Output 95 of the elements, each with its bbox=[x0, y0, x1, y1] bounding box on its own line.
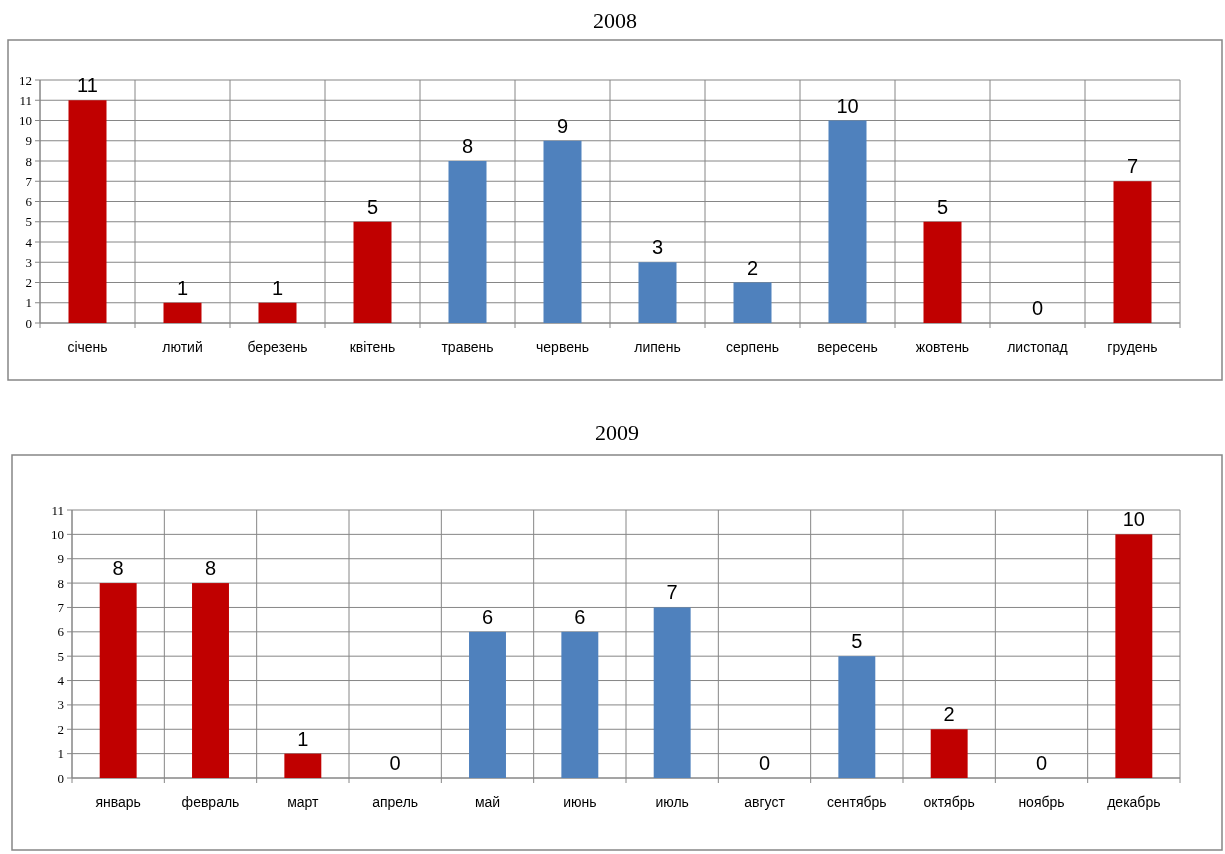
bar bbox=[284, 753, 322, 778]
bar bbox=[923, 221, 962, 323]
data-label: 0 bbox=[389, 752, 401, 774]
data-label: 6 bbox=[481, 605, 494, 628]
x-tick-label: лютий bbox=[162, 339, 203, 355]
y-tick-label: 4 bbox=[25, 234, 33, 250]
x-tick-label: квітень bbox=[349, 339, 396, 355]
bar bbox=[828, 120, 867, 323]
y-tick-label: 7 bbox=[57, 600, 65, 615]
y-tick-label: 1 bbox=[57, 746, 64, 762]
data-label: 7 bbox=[666, 581, 678, 604]
y-tick-label: 9 bbox=[25, 133, 32, 149]
y-tick-label: 11 bbox=[51, 502, 64, 518]
data-label: 10 bbox=[1122, 508, 1145, 531]
chart-title: 2009 bbox=[595, 420, 639, 445]
data-label: 0 bbox=[1035, 752, 1048, 774]
bar bbox=[838, 656, 876, 778]
bar bbox=[469, 631, 506, 778]
y-tick-label: 7 bbox=[25, 173, 33, 189]
y-tick-label: 3 bbox=[57, 697, 64, 713]
x-tick-label: січень bbox=[67, 339, 108, 355]
data-label: 7 bbox=[1126, 155, 1139, 178]
y-tick-label: 1 bbox=[25, 295, 32, 311]
data-label: 0 bbox=[1031, 297, 1044, 319]
bar bbox=[448, 161, 487, 323]
y-tick-label: 0 bbox=[25, 315, 32, 331]
y-tick-label: 5 bbox=[25, 214, 32, 230]
bar bbox=[353, 221, 392, 323]
x-tick-label: сентябрь bbox=[827, 794, 887, 810]
bar bbox=[68, 100, 107, 323]
data-label: 11 bbox=[77, 74, 98, 97]
bar bbox=[99, 583, 137, 778]
data-label: 2 bbox=[746, 256, 759, 279]
x-tick-label: апрель bbox=[372, 794, 419, 810]
data-label: 1 bbox=[297, 727, 309, 750]
x-tick-label: декабрь bbox=[1107, 794, 1161, 810]
y-tick-label: 12 bbox=[19, 72, 32, 88]
data-label: 5 bbox=[851, 630, 863, 653]
bar bbox=[638, 262, 677, 323]
y-tick-label: 4 bbox=[57, 673, 65, 689]
x-tick-label: березень bbox=[247, 339, 308, 355]
data-label: 5 bbox=[366, 195, 379, 218]
x-tick-label: липень bbox=[634, 339, 681, 355]
bar bbox=[561, 631, 599, 778]
data-label: 6 bbox=[574, 605, 586, 628]
y-tick-label: 0 bbox=[57, 770, 64, 786]
bar bbox=[1115, 534, 1153, 778]
y-tick-label: 11 bbox=[19, 92, 32, 108]
x-tick-label: июнь bbox=[563, 794, 597, 810]
data-label: 9 bbox=[556, 114, 569, 137]
data-label: 8 bbox=[204, 557, 217, 580]
data-label: 8 bbox=[112, 557, 124, 580]
data-label: 5 bbox=[936, 195, 949, 218]
x-tick-label: август bbox=[744, 794, 786, 810]
x-tick-label: июль bbox=[655, 794, 689, 810]
y-tick-label: 6 bbox=[57, 624, 65, 640]
x-tick-label: май bbox=[474, 794, 501, 810]
data-label: 10 bbox=[836, 94, 859, 117]
y-tick-label: 2 bbox=[57, 721, 64, 737]
x-tick-label: ноябрь bbox=[1018, 794, 1065, 810]
bar bbox=[653, 607, 691, 778]
x-tick-label: грудень bbox=[1107, 339, 1158, 355]
data-label: 1 bbox=[176, 276, 189, 299]
y-tick-label: 9 bbox=[57, 551, 64, 567]
y-tick-label: 3 bbox=[25, 254, 32, 270]
bar bbox=[192, 583, 229, 778]
y-tick-label: 8 bbox=[25, 153, 32, 169]
x-tick-label: вересень bbox=[817, 339, 878, 355]
y-tick-label: 5 bbox=[57, 648, 64, 664]
data-label: 2 bbox=[943, 703, 955, 726]
y-tick-label: 6 bbox=[25, 194, 33, 210]
x-tick-label: жовтень bbox=[915, 339, 970, 355]
bar bbox=[733, 282, 772, 323]
x-tick-label: январь bbox=[95, 794, 141, 810]
x-tick-label: октябрь bbox=[923, 794, 975, 810]
bar bbox=[1113, 181, 1152, 323]
data-label: 8 bbox=[461, 135, 474, 157]
y-tick-label: 10 bbox=[19, 113, 32, 129]
y-tick-label: 8 bbox=[57, 575, 64, 591]
y-tick-label: 10 bbox=[51, 526, 64, 542]
x-tick-label: февраль bbox=[181, 794, 240, 810]
data-label: 1 bbox=[271, 276, 284, 299]
bar bbox=[163, 302, 202, 323]
y-tick-label: 2 bbox=[25, 275, 32, 291]
x-tick-label: серпень bbox=[726, 339, 779, 355]
bar bbox=[930, 729, 968, 778]
x-tick-label: червень bbox=[536, 339, 589, 355]
bar bbox=[543, 140, 582, 323]
x-tick-label: март bbox=[287, 794, 320, 810]
x-tick-label: травень bbox=[441, 339, 494, 355]
data-label: 3 bbox=[651, 236, 664, 259]
x-tick-label: листопад bbox=[1007, 339, 1068, 355]
chart-title: 2008 bbox=[593, 8, 637, 33]
bar bbox=[258, 302, 297, 323]
data-label: 0 bbox=[758, 752, 771, 774]
